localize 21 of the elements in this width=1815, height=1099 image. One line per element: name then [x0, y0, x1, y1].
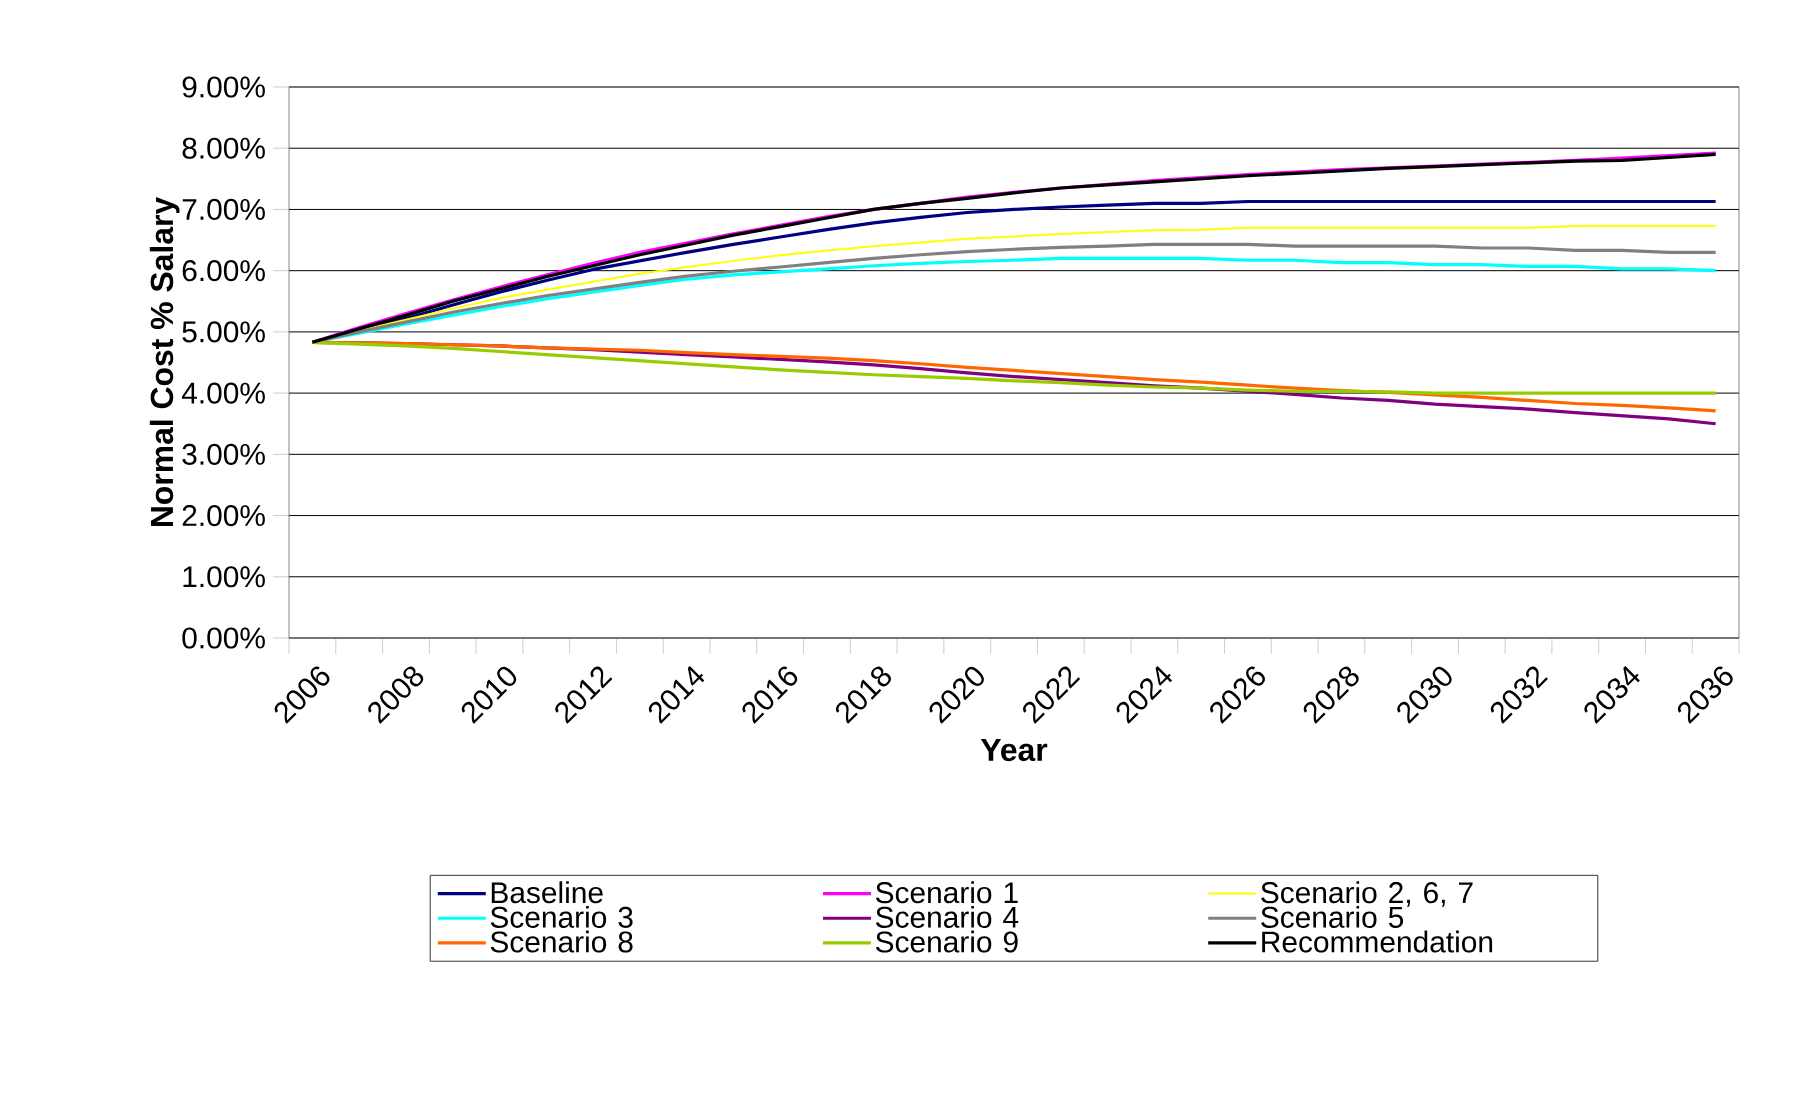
y-axis-title: Normal Cost % Salary: [149, 197, 180, 527]
y-tick-label: 9.00%: [182, 76, 265, 98]
y-tick-label: 3.00%: [182, 443, 265, 465]
y-tick-label: 7.00%: [182, 198, 265, 221]
y-tick-label: 8.00%: [182, 137, 265, 159]
x-axis-title: Year: [980, 738, 1048, 762]
legend-label: Scenario 8: [490, 930, 633, 953]
y-tick-label: 4.00%: [181, 382, 265, 404]
legend-label: Scenario 3: [490, 905, 633, 928]
y-tick-label: 5.00%: [182, 321, 265, 343]
legend-label: Baseline: [491, 881, 603, 904]
y-tick-label: 2.00%: [182, 504, 265, 527]
legend-label: Scenario 2, 6, 7: [1261, 881, 1473, 907]
legend-label: Scenario 5: [1261, 905, 1404, 928]
legend-label: Scenario 1: [875, 881, 1018, 904]
y-tick-label: 1.00%: [183, 566, 265, 588]
legend-label: Scenario 4: [875, 905, 1019, 928]
y-tick-label: 6.00%: [182, 260, 265, 282]
y-tick-label: 0.00%: [182, 627, 265, 649]
legend-label: Scenario 9: [875, 930, 1018, 953]
legend-label: Recommendation: [1262, 930, 1493, 953]
